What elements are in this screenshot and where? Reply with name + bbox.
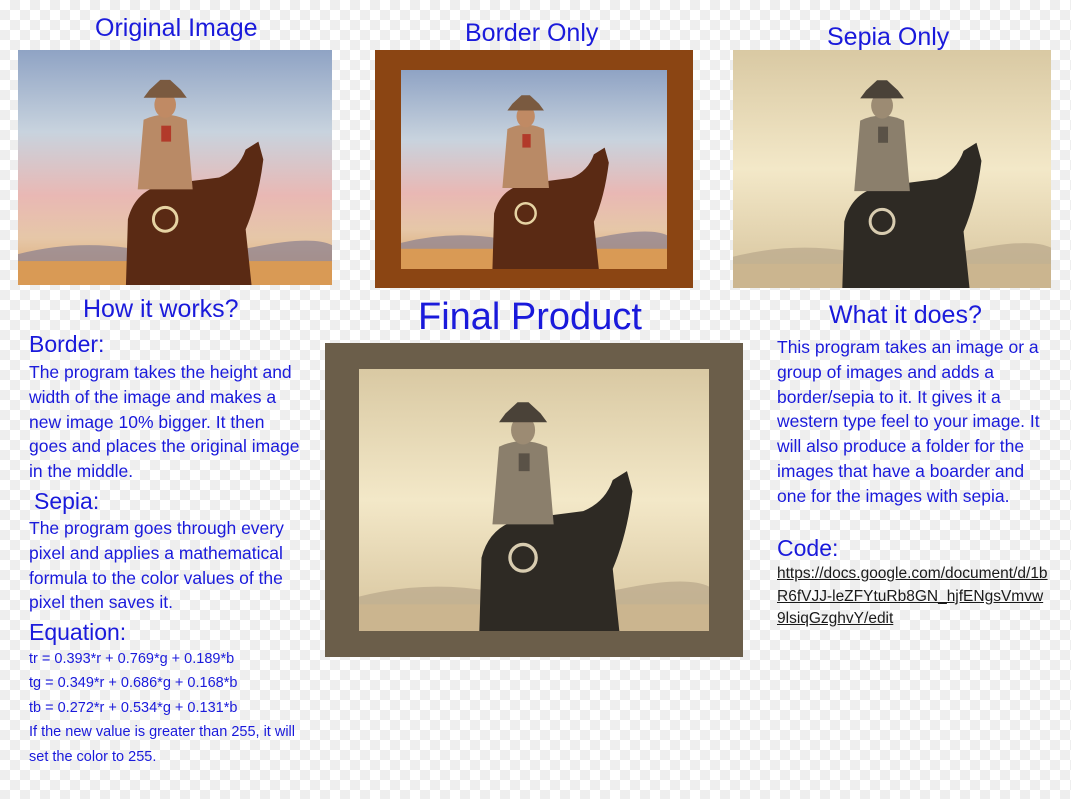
how-it-works-title: How it works?: [83, 295, 239, 323]
what-it-does-description: This program takes an image or a group o…: [777, 337, 1040, 506]
what-it-does-title: What it does?: [829, 301, 982, 329]
equation-tg: tg = 0.349*r + 0.686*g + 0.168*b: [29, 675, 238, 691]
equation-tr: tr = 0.393*r + 0.769*g + 0.189*b: [29, 651, 235, 667]
sepia-description: The program goes through every pixel and…: [29, 518, 284, 613]
sepia-only-title: Sepia Only: [827, 23, 950, 51]
sepia-image: [733, 50, 1051, 288]
border-image-frame: [375, 50, 693, 288]
border-description: The program takes the height and width o…: [29, 362, 300, 482]
equation-note: If the new value is greater than 255, it…: [29, 724, 295, 765]
sepia-heading: Sepia:: [34, 488, 100, 514]
equation-heading: Equation:: [29, 619, 127, 645]
final-product-title: Final Product: [418, 296, 642, 338]
border-only-title: Border Only: [465, 19, 599, 47]
equation-tb: tb = 0.272*r + 0.534*g + 0.131*b: [29, 700, 238, 716]
border-image: [401, 70, 667, 269]
final-image: [359, 369, 709, 631]
code-link[interactable]: https://docs.google.com/document/d/1bR6f…: [777, 565, 1048, 627]
code-heading: Code:: [777, 535, 839, 561]
original-image-title: Original Image: [95, 14, 258, 42]
border-heading: Border:: [29, 331, 105, 357]
final-image-frame: [325, 343, 743, 657]
original-image: [18, 50, 332, 285]
